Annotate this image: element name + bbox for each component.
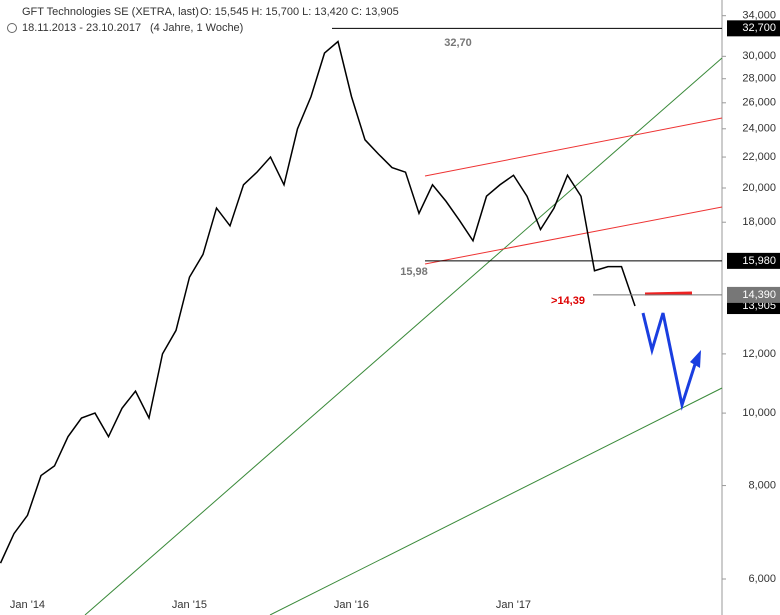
y-tick-label: 20,000 bbox=[742, 182, 776, 194]
level-badge-label: 32,700 bbox=[742, 22, 776, 34]
x-tick-label: Jan '17 bbox=[496, 599, 531, 611]
level-badge-label: 15,980 bbox=[742, 255, 776, 267]
y-tick-label: 18,000 bbox=[742, 216, 776, 228]
target-mark bbox=[644, 291, 693, 296]
channel-line bbox=[424, 117, 723, 177]
y-tick-label: 12,000 bbox=[742, 348, 776, 360]
subtitle: 18.11.2013 - 23.10.2017 bbox=[22, 22, 141, 34]
level-label: 32,70 bbox=[444, 37, 472, 49]
x-tick-label: Jan '15 bbox=[172, 599, 207, 611]
y-tick-label: 28,000 bbox=[742, 73, 776, 85]
y-tick-label: 24,000 bbox=[742, 123, 776, 135]
y-tick-label: 6,000 bbox=[748, 573, 776, 585]
chart-title: GFT Technologies SE (XETRA, last) bbox=[22, 6, 199, 18]
last-badge-label: 13,905 bbox=[742, 300, 776, 312]
trend-line bbox=[84, 57, 723, 615]
trend-line bbox=[269, 387, 723, 615]
clock-icon bbox=[7, 23, 17, 33]
level-badge-label: 14,390 bbox=[742, 289, 776, 301]
level-label: >14,39 bbox=[551, 295, 585, 307]
y-tick-label: 30,000 bbox=[742, 50, 776, 62]
y-tick-label: 10,000 bbox=[742, 407, 776, 419]
period: (4 Jahre, 1 Woche) bbox=[150, 22, 243, 34]
y-tick-label: 22,000 bbox=[742, 151, 776, 163]
y-tick-label: 8,000 bbox=[748, 479, 776, 491]
level-label: 15,98 bbox=[400, 266, 428, 278]
y-tick-label: 34,000 bbox=[742, 10, 776, 22]
arrow-head bbox=[690, 350, 701, 368]
price-line bbox=[0, 40, 636, 564]
channel-line bbox=[424, 206, 723, 265]
level-badge bbox=[727, 286, 780, 303]
level-badge bbox=[727, 20, 780, 37]
level-badge bbox=[727, 252, 780, 269]
y-tick-label: 26,000 bbox=[742, 97, 776, 109]
x-tick-label: Jan '14 bbox=[10, 599, 45, 611]
ohlc: O: 15,545 H: 15,700 L: 13,420 C: 13,905 bbox=[200, 6, 399, 18]
forecast-arrow bbox=[641, 312, 699, 411]
x-tick-label: Jan '16 bbox=[334, 599, 369, 611]
